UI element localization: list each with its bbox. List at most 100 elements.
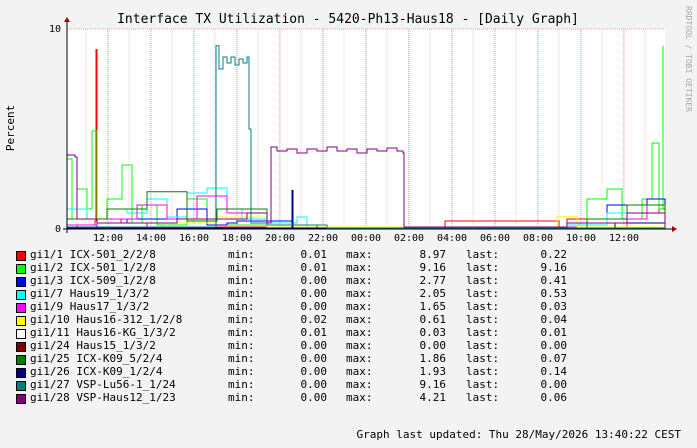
- legend-series-name: gi1/27 VSP-Lu56-1_1/24: [30, 378, 176, 391]
- legend-last-label: last:: [466, 391, 500, 404]
- legend-last-label: last:: [466, 248, 500, 261]
- legend-min-label: min:: [228, 391, 255, 404]
- legend-max-label: max:: [346, 326, 373, 339]
- legend-last-value: 0.01: [540, 326, 568, 339]
- legend-min-value: 0.02: [300, 313, 328, 326]
- legend-min-value: 0.00: [300, 274, 328, 287]
- legend-last-value: 0.22: [540, 248, 568, 261]
- legend-min-value: 0.00: [300, 378, 328, 391]
- legend-last-value: 0.00: [540, 378, 568, 391]
- legend-swatch: [16, 303, 26, 313]
- x-tick-label: 18:00: [222, 233, 252, 244]
- legend-min-label: min:: [228, 339, 255, 352]
- legend-max-label: max:: [346, 313, 373, 326]
- legend-series-name: gi1/24 Haus15_1/3/2: [30, 339, 156, 352]
- legend-swatch: [16, 381, 26, 391]
- series-line-12: [67, 146, 666, 228]
- legend-max-value: 2.77: [419, 274, 447, 287]
- legend-swatch: [16, 342, 26, 352]
- legend-swatch: [16, 290, 26, 300]
- x-tick-label: 14:00: [136, 233, 166, 244]
- x-tick-label: 06:00: [480, 233, 510, 244]
- legend-min-label: min:: [228, 274, 255, 287]
- legend-last-value: 0.03: [540, 300, 568, 313]
- legend-max-label: max:: [346, 365, 373, 378]
- legend-last-value: 0.53: [540, 287, 568, 300]
- legend-max-value: 9.16: [419, 261, 447, 274]
- legend-min-label: min:: [228, 326, 255, 339]
- legend-max-label: max:: [346, 248, 373, 261]
- x-tick-label: 22:00: [308, 233, 338, 244]
- x-tick-label: 12:00: [609, 233, 639, 244]
- legend-max-label: max:: [346, 300, 373, 313]
- x-tick-label: 00:00: [351, 233, 381, 244]
- legend-last-label: last:: [466, 274, 500, 287]
- legend-series-name: gi1/26 ICX-K09_1/2/4: [30, 365, 163, 378]
- legend-min-label: min:: [228, 365, 255, 378]
- legend-max-value: 2.05: [419, 287, 447, 300]
- x-tick-label: 20:00: [265, 233, 295, 244]
- legend-series-name: gi1/3 ICX-509_1/2/8: [30, 274, 156, 287]
- legend-last-label: last:: [466, 326, 500, 339]
- legend-series-name: gi1/10 Haus16-312_1/2/8: [30, 313, 183, 326]
- series-line-10: [67, 189, 666, 229]
- legend-min-value: 0.00: [300, 391, 328, 404]
- legend-swatch: [16, 329, 26, 339]
- legend-min-label: min:: [228, 300, 255, 313]
- y-tick-label: 10: [49, 24, 61, 35]
- legend-series-name: gi1/25 ICX-K09_5/2/4: [30, 352, 163, 365]
- legend-max-label: max:: [346, 287, 373, 300]
- y-axis-arrow: [64, 17, 70, 22]
- grid: [67, 28, 665, 229]
- watermark: RRDTOOL / TOBI OETIKER: [684, 6, 693, 112]
- x-tick-label: 02:00: [394, 233, 424, 244]
- legend-min-label: min:: [228, 248, 255, 261]
- legend-max-value: 1.86: [419, 352, 447, 365]
- legend-max-label: max:: [346, 339, 373, 352]
- axes: [63, 17, 677, 233]
- legend-max-value: 0.03: [419, 326, 447, 339]
- legend-series-name: gi1/11 Haus16-KG_1/3/2: [30, 326, 176, 339]
- legend-series-name: gi1/9 Haus17_1/3/2: [30, 300, 150, 313]
- legend-last-label: last:: [466, 365, 500, 378]
- y-tick-label: 0: [55, 224, 61, 235]
- legend-series-name: gi1/28 VSP-Haus12_1/23: [30, 391, 176, 404]
- legend-min-value: 0.00: [300, 352, 328, 365]
- legend-swatch: [16, 264, 26, 274]
- legend-min-label: min:: [228, 378, 255, 391]
- legend-series-name: gi1/7 Haus19_1/3/2: [30, 287, 150, 300]
- y-axis-label: Percent: [4, 105, 17, 151]
- legend-swatch: [16, 316, 26, 326]
- tick-labels: 12:00 14:00 16:00 18:00 20:00 22:00 00:00 02:00…: [49, 24, 639, 244]
- x-tick-label: 08:00: [523, 233, 553, 244]
- legend-min-value: 0.01: [300, 248, 328, 261]
- legend-swatch: [16, 355, 26, 365]
- legend-last-label: last:: [466, 313, 500, 326]
- legend-swatch: [16, 277, 26, 287]
- x-tick-label: 12:00: [93, 233, 123, 244]
- x-tick-label: 10:00: [566, 233, 596, 244]
- legend-max-value: 0.00: [419, 339, 447, 352]
- legend-max-value: 1.93: [419, 365, 447, 378]
- legend-max-value: 9.16: [419, 378, 447, 391]
- legend-max-label: max:: [346, 274, 373, 287]
- legend-min-label: min:: [228, 287, 255, 300]
- legend-last-label: last:: [466, 352, 500, 365]
- legend-series-name: gi1/1 ICX-501_2/2/8: [30, 248, 156, 261]
- legend-max-label: max:: [346, 391, 373, 404]
- legend-min-value: 0.00: [300, 287, 328, 300]
- legend-last-value: 0.41: [540, 274, 568, 287]
- x-axis-arrow: [672, 226, 677, 232]
- legend-last-value: 9.16: [540, 261, 568, 274]
- legend-min-label: min:: [228, 261, 255, 274]
- legend-swatch: [16, 251, 26, 261]
- legend-max-value: 0.61: [419, 313, 447, 326]
- legend-last-value: 0.14: [540, 365, 568, 378]
- legend-min-value: 0.00: [300, 300, 328, 313]
- legend-last-label: last:: [466, 300, 500, 313]
- legend-last-label: last:: [466, 261, 500, 274]
- legend-last-value: 0.00: [540, 339, 568, 352]
- chart-title: Interface TX Utilization - 5420-Ph13-Hau…: [117, 12, 579, 27]
- legend-max-label: max:: [346, 261, 373, 274]
